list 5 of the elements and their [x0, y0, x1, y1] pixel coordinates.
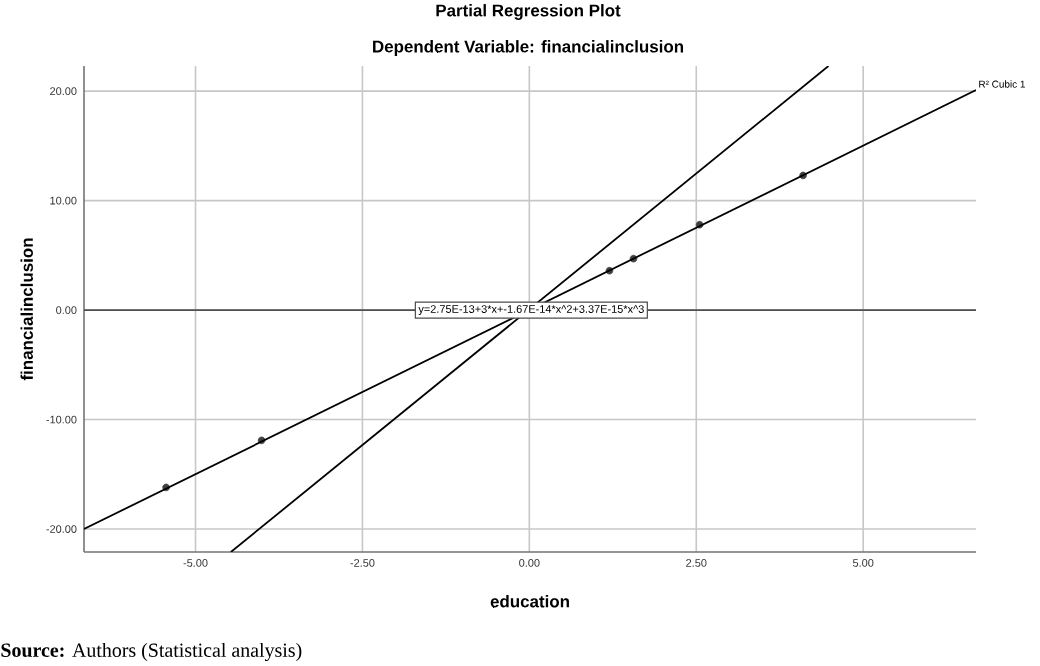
- y-axis-title: financialinclusion: [20, 238, 33, 381]
- x-axis-title: education: [490, 595, 569, 608]
- chart-title: Partial Regression Plot: [436, 4, 621, 20]
- chart-subtitle: Dependent Variable: financialinclusion: [373, 40, 684, 56]
- text: Source: Authors (Statistical analysis): [1, 642, 302, 662]
